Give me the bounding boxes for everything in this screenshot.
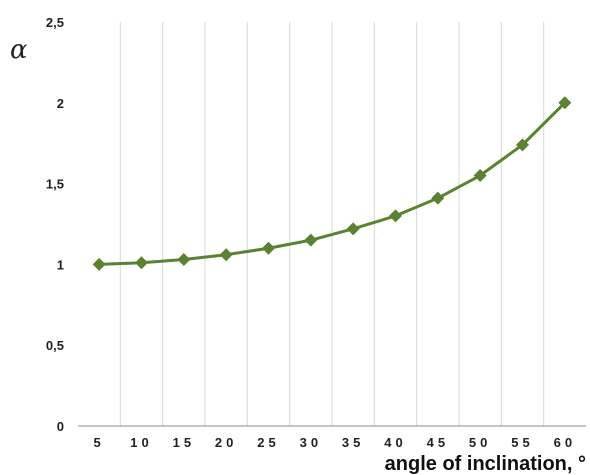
y-tick-labels: 0 0,5 1 1,5 2 2,5	[46, 15, 64, 434]
y-tick-label: 0	[57, 419, 64, 434]
x-tick-label: 20	[215, 435, 237, 450]
data-point-marker	[346, 222, 360, 236]
x-tick-label: 45	[427, 435, 449, 450]
x-tick-label: 25	[257, 435, 279, 450]
x-tick-labels: 5 10 15 20 25 30 35 40 45 50 55 60	[94, 435, 576, 450]
data-point-marker	[473, 169, 487, 183]
series-line	[99, 101, 566, 266]
data-point-marker	[431, 191, 445, 205]
x-tick-label: 55	[511, 435, 533, 450]
data-point-marker	[389, 209, 402, 223]
grid-lines	[119, 22, 545, 426]
y-tick-label: 1,5	[46, 177, 64, 192]
y-tick-label: 2	[57, 96, 64, 111]
y-axis-label: α	[10, 35, 28, 65]
data-point-marker	[219, 248, 233, 262]
data-point-marker	[177, 253, 191, 267]
x-tick-label: 30	[300, 435, 322, 450]
data-point-marker	[92, 257, 106, 271]
x-tick-label: 15	[173, 435, 195, 450]
x-tick-label: 35	[342, 435, 364, 450]
y-tick-label: 0,5	[46, 338, 64, 353]
series-layer	[92, 96, 572, 271]
data-point-marker	[558, 96, 572, 110]
data-point-marker	[304, 233, 318, 247]
y-tick-label: 2,5	[46, 15, 64, 30]
x-tick-label: 50	[469, 435, 491, 450]
x-tick-label: 10	[130, 435, 152, 450]
x-axis-label: angle of inclination, °	[385, 453, 586, 475]
x-tick-label: 40	[384, 435, 406, 450]
data-point-marker	[516, 138, 529, 152]
data-point-marker	[135, 256, 148, 270]
y-tick-label: 1	[57, 257, 64, 272]
x-tick-label: 5	[94, 435, 105, 450]
data-point-marker	[262, 241, 275, 255]
x-tick-label: 60	[554, 435, 576, 450]
